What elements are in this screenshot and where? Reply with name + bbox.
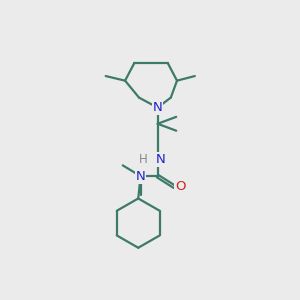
Text: N: N	[136, 169, 146, 183]
Text: H: H	[139, 153, 148, 166]
Text: N: N	[153, 101, 163, 114]
Text: O: O	[175, 180, 185, 194]
Text: N: N	[156, 153, 166, 166]
